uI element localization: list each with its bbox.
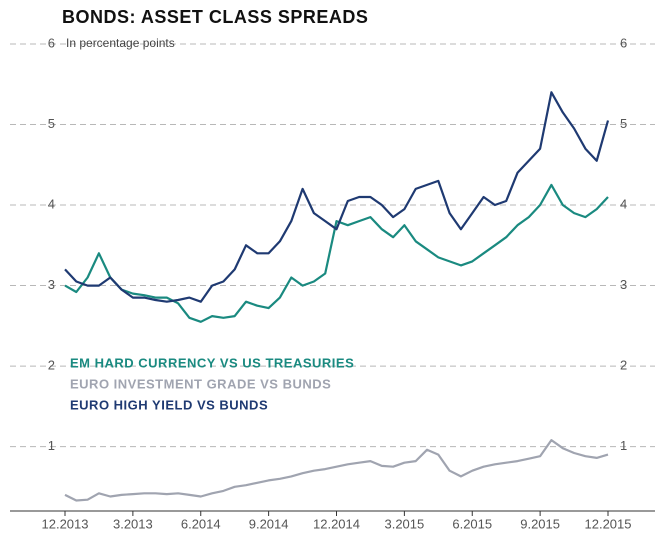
y-tick-label-right: 1: [620, 438, 627, 453]
legend-entry: EURO HIGH YIELD VS BUNDS: [70, 397, 268, 412]
legend-entry: EM HARD CURRENCY VS US TREASURIES: [70, 355, 354, 370]
legend-entry: EURO INVESTMENT GRADE VS BUNDS: [70, 376, 331, 391]
y-tick-label-right: 4: [620, 196, 627, 211]
x-tick-label: 6.2015: [452, 516, 492, 531]
x-tick-label: 12.2015: [585, 516, 632, 531]
x-tick-label: 6.2014: [181, 516, 221, 531]
y-tick-label-right: 2: [620, 358, 627, 373]
y-tick-label-right: 6: [620, 35, 627, 50]
x-tick-label: 12.2014: [313, 516, 360, 531]
y-tick-label-right: 5: [620, 116, 627, 131]
y-tick-label: 1: [48, 438, 55, 453]
x-tick-label: 12.2013: [42, 516, 89, 531]
x-tick-label: 9.2015: [520, 516, 560, 531]
x-tick-label: 3.2013: [113, 516, 153, 531]
series-line: [64, 439, 609, 502]
chart-subtitle: In percentage points: [66, 36, 175, 50]
y-tick-label-right: 3: [620, 277, 627, 292]
series-line: [64, 183, 609, 323]
y-tick-label: 4: [48, 196, 55, 211]
series-line: [64, 91, 610, 303]
y-tick-label: 6: [48, 35, 55, 50]
x-tick-label: 3.2015: [384, 516, 424, 531]
chart-title: BONDS: ASSET CLASS SPREADS: [62, 7, 368, 27]
y-tick-label: 2: [48, 358, 55, 373]
y-tick-label: 5: [48, 116, 55, 131]
y-tick-label: 3: [48, 277, 55, 292]
x-tick-label: 9.2014: [249, 516, 289, 531]
